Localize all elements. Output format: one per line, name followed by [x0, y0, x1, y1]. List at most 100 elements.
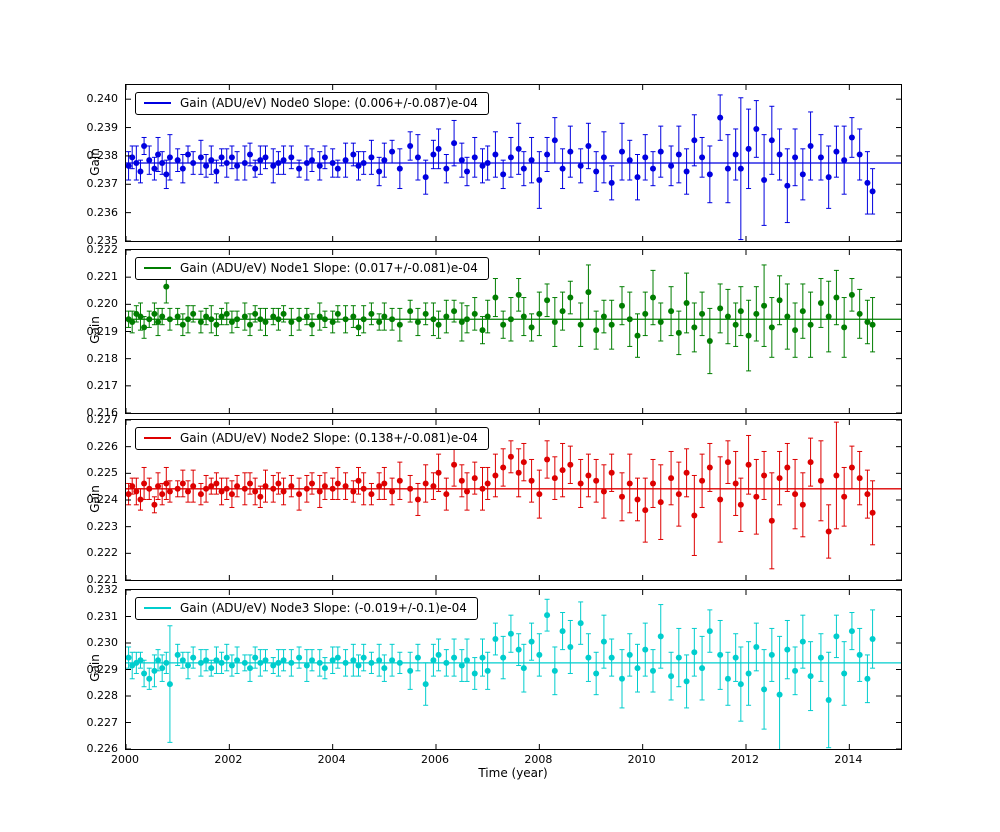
- data-point-marker: [691, 649, 698, 656]
- data-point-marker: [218, 659, 225, 666]
- data-point-marker: [745, 670, 752, 677]
- data-point-marker: [650, 165, 656, 172]
- data-point-marker: [699, 154, 706, 161]
- data-point-marker: [500, 654, 507, 661]
- data-point-marker: [185, 151, 191, 158]
- node2-plot-area: [126, 420, 901, 580]
- data-point-marker: [753, 493, 760, 500]
- y-tick-label: 0.228: [86, 689, 119, 702]
- data-point-marker: [234, 657, 241, 664]
- data-point-marker: [342, 483, 349, 490]
- data-point-marker: [732, 151, 739, 158]
- node3-legend-label: Gain (ADU/eV) Node3 Slope: (-0.019+/-0.1…: [180, 601, 467, 615]
- data-point-marker: [228, 154, 235, 161]
- data-point-marker: [396, 165, 403, 172]
- data-point-marker: [151, 667, 158, 674]
- data-point-marker: [848, 464, 855, 471]
- data-point-marker: [137, 657, 144, 664]
- data-point-marker: [430, 657, 437, 664]
- data-point-marker: [241, 160, 248, 166]
- data-point-marker: [608, 321, 615, 328]
- data-point-marker: [528, 157, 535, 164]
- data-point-marker: [864, 179, 871, 186]
- data-point-marker: [464, 488, 470, 495]
- data-point-marker: [585, 142, 592, 149]
- data-point-marker: [650, 480, 656, 487]
- data-point-marker: [234, 483, 241, 490]
- data-point-marker: [683, 168, 690, 175]
- data-point-marker: [296, 491, 303, 498]
- data-point-marker: [848, 628, 855, 635]
- data-point-marker: [807, 459, 814, 466]
- data-point-marker: [724, 675, 731, 682]
- node3-legend-line-sample: [144, 607, 171, 609]
- data-point-marker: [551, 475, 558, 482]
- node1-legend-label: Gain (ADU/eV) Node1 Slope: (0.017+/-0.08…: [180, 261, 478, 275]
- data-point-marker: [479, 654, 486, 661]
- data-point-marker: [600, 313, 607, 320]
- data-point-marker: [792, 491, 799, 498]
- data-point-marker: [329, 485, 336, 492]
- data-point-marker: [234, 316, 241, 323]
- data-point-marker: [634, 174, 641, 181]
- data-point-marker: [329, 657, 336, 664]
- data-point-marker: [841, 324, 848, 331]
- data-point-marker: [668, 475, 675, 482]
- data-point-marker: [451, 308, 458, 315]
- node0-legend: Gain (ADU/eV) Node0 Slope: (0.006+/-0.08…: [135, 92, 489, 115]
- data-point-marker: [451, 461, 458, 468]
- data-point-marker: [218, 488, 225, 495]
- data-point-marker: [179, 165, 186, 172]
- data-point-marker: [414, 654, 421, 661]
- data-point-marker: [567, 461, 574, 468]
- data-point-marker: [368, 659, 375, 666]
- data-point-marker: [190, 483, 197, 490]
- data-point-marker: [309, 321, 315, 328]
- data-point-marker: [776, 151, 783, 158]
- data-point-marker: [528, 638, 535, 645]
- data-point-marker: [761, 472, 768, 479]
- data-point-marker: [458, 662, 465, 669]
- y-tick-label: 0.220: [86, 297, 119, 311]
- data-point-marker: [303, 160, 310, 166]
- data-point-marker: [163, 659, 170, 666]
- data-point-marker: [435, 651, 442, 658]
- data-point-marker: [257, 659, 264, 666]
- data-point-marker: [484, 313, 491, 320]
- data-point-marker: [316, 162, 323, 169]
- data-point-marker: [414, 496, 421, 503]
- data-point-marker: [288, 659, 295, 666]
- data-point-marker: [724, 313, 731, 320]
- data-point-marker: [376, 168, 383, 175]
- data-point-marker: [479, 327, 486, 334]
- data-point-marker: [190, 160, 197, 166]
- y-tick-label: 0.231: [86, 609, 119, 623]
- data-point-marker: [151, 310, 158, 317]
- data-point-marker: [280, 310, 287, 317]
- data-point-marker: [792, 327, 799, 334]
- data-point-marker: [203, 485, 210, 492]
- data-point-marker: [141, 142, 148, 149]
- data-point-marker: [515, 145, 522, 152]
- data-point-marker: [619, 302, 625, 309]
- y-tick-label: 0.226: [86, 742, 119, 755]
- data-point-marker: [559, 628, 566, 635]
- data-point-marker: [355, 662, 362, 669]
- data-point-marker: [559, 308, 566, 315]
- data-point-marker: [389, 316, 396, 323]
- data-point-marker: [841, 157, 848, 164]
- data-point-marker: [247, 321, 253, 328]
- node1-legend: Gain (ADU/eV) Node1 Slope: (0.017+/-0.08…: [135, 257, 489, 280]
- data-point-marker: [856, 651, 863, 658]
- data-point-marker: [626, 316, 633, 323]
- data-point-marker: [179, 657, 186, 664]
- data-point-marker: [464, 657, 470, 664]
- data-point-marker: [443, 491, 450, 498]
- data-point-marker: [288, 318, 295, 325]
- data-point-marker: [381, 313, 388, 320]
- data-point-marker: [163, 171, 170, 178]
- y-tick-label: 0.219: [86, 324, 119, 338]
- data-point-marker: [234, 162, 241, 169]
- node0-plot-area: [126, 85, 901, 241]
- data-point-marker: [833, 472, 840, 479]
